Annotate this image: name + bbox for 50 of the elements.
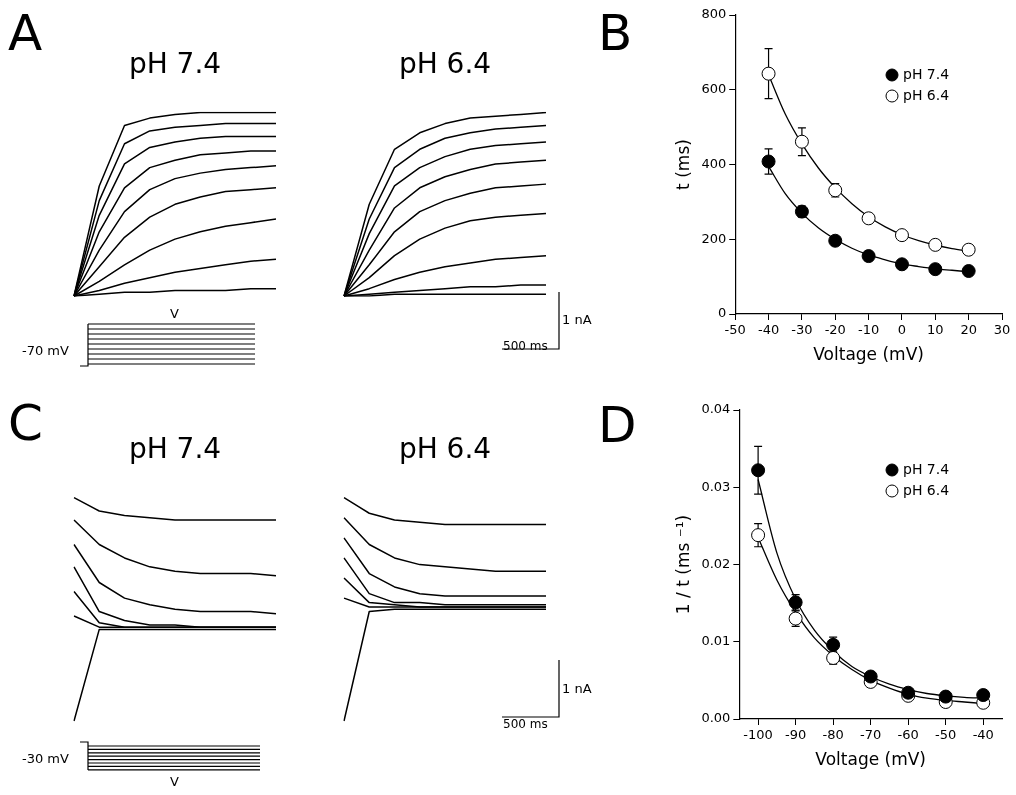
text: 1 nA <box>562 312 592 327</box>
text: -70 mV <box>22 343 69 358</box>
text: 500 ms <box>503 339 548 353</box>
y-tick-label: 0.03 <box>701 478 731 494</box>
x-tick-label: -100 <box>743 727 773 743</box>
y-axis-title: t (ms) <box>672 139 693 190</box>
x-tick-label: -10 <box>857 322 880 338</box>
x-axis-title: Voltage (mV) <box>815 749 926 770</box>
text: D <box>598 396 637 454</box>
x-tick-label: 10 <box>927 322 944 338</box>
text: B <box>598 4 633 62</box>
chart-title: pH 6.4 <box>398 47 492 81</box>
legend-label: pH 7.4 <box>903 65 950 82</box>
y-tick-label: 0.04 <box>701 401 731 417</box>
annotation: 500 ms <box>503 717 548 731</box>
x-tick-label: -80 <box>822 727 844 743</box>
x-axis-title: Voltage (mV) <box>813 344 924 365</box>
chart-title: pH 7.4 <box>128 432 222 466</box>
x-tick-label: 30 <box>993 322 1011 338</box>
y-tick-label: 200 <box>701 230 727 246</box>
x-tick-label: -20 <box>824 322 846 338</box>
y-tick-label: 0.00 <box>701 710 731 726</box>
chart-title: pH 7.4 <box>128 47 222 81</box>
x-tick-label: -50 <box>935 727 957 743</box>
legend-label: pH 6.4 <box>903 86 950 103</box>
legend-label: pH 6.4 <box>903 481 950 498</box>
x-tick-label: 0 <box>897 322 907 338</box>
x-tick-label: -90 <box>785 727 807 743</box>
text: C <box>8 394 43 452</box>
y-tick-label: 800 <box>701 6 727 22</box>
y-tick-label: 0 <box>717 305 727 321</box>
x-tick-label: -30 <box>791 322 813 338</box>
legend-label: pH 7.4 <box>903 460 950 477</box>
x-tick-label: -50 <box>724 322 746 338</box>
text: A <box>8 4 43 62</box>
x-tick-label: -60 <box>897 727 919 743</box>
text: V <box>170 306 179 321</box>
x-tick-label: 20 <box>960 322 977 338</box>
x-tick-label: -40 <box>757 322 780 338</box>
y-axis-title: 1 / t (ms ⁻¹) <box>672 514 693 615</box>
y-tick-label: 0.01 <box>701 633 731 649</box>
text: -30 mV <box>22 751 69 766</box>
x-tick-label: -40 <box>972 727 994 743</box>
chart-title: pH 6.4 <box>398 432 492 466</box>
text: 1 nA <box>562 681 592 696</box>
y-tick-label: 600 <box>701 81 727 97</box>
y-tick-label: 400 <box>701 155 727 171</box>
y-tick-label: 0.02 <box>701 555 731 571</box>
text: V <box>170 774 179 789</box>
x-tick-label: -70 <box>860 727 882 743</box>
